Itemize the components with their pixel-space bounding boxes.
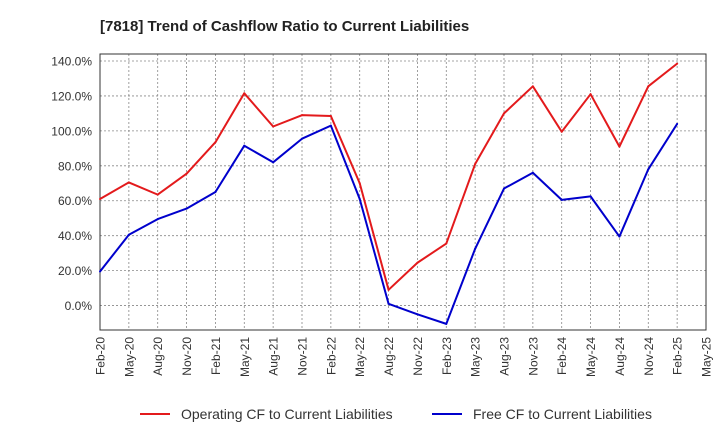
x-tick-label: Nov-20 <box>180 337 194 376</box>
grid <box>99 54 707 330</box>
data-point <box>560 130 563 133</box>
data-point <box>474 163 477 166</box>
data-point <box>156 193 159 196</box>
axes: 0.0% 20.0% 40.0% 60.0% 80.0% 100.0% 120.0% 140.… <box>51 53 714 377</box>
data-point <box>272 125 275 128</box>
x-tick-label: Aug-23 <box>498 337 512 376</box>
data-point <box>416 261 419 264</box>
legend-label: Operating CF to Current Liabilities <box>181 406 393 422</box>
data-point <box>127 233 130 236</box>
data-point <box>99 270 101 273</box>
chart-title: [7818] Trend of Cashflow Ratio to Curren… <box>100 18 469 35</box>
data-point <box>387 288 390 291</box>
data-point <box>416 313 419 316</box>
x-tick-label: May-22 <box>353 337 367 377</box>
data-point <box>676 122 679 125</box>
data-point <box>474 247 477 250</box>
y-tick-label: 140.0% <box>51 54 92 68</box>
x-tick-label: May-20 <box>122 337 136 377</box>
series-lines <box>99 62 679 325</box>
data-point <box>503 187 505 190</box>
data-point <box>445 242 448 245</box>
data-point <box>560 198 563 201</box>
x-tick-label: Aug-22 <box>382 337 396 376</box>
x-tick-label: Aug-24 <box>613 337 627 376</box>
y-tick-label: 80.0% <box>58 159 92 173</box>
x-tick-label: Aug-20 <box>151 337 165 376</box>
data-point <box>647 85 650 88</box>
data-point <box>301 114 303 117</box>
data-point <box>358 182 361 185</box>
data-point <box>127 181 130 184</box>
x-tick-label: Nov-23 <box>526 337 540 376</box>
data-point <box>618 235 621 238</box>
data-point <box>243 92 246 95</box>
x-tick-label: Nov-21 <box>296 337 310 376</box>
x-tick-label: May-23 <box>469 337 483 377</box>
x-tick-label: Aug-21 <box>267 337 281 376</box>
x-tick-label: May-25 <box>700 337 714 377</box>
y-tick-label: 120.0% <box>51 89 92 103</box>
data-point <box>531 85 534 88</box>
data-point <box>185 172 188 175</box>
y-tick-label: 0.0% <box>65 299 93 313</box>
x-tick-label: Nov-24 <box>642 337 656 376</box>
data-point <box>329 115 332 118</box>
data-point <box>272 161 275 164</box>
legend: Operating CF to Current Liabilities Free … <box>140 406 652 422</box>
data-point <box>387 302 390 305</box>
data-point <box>214 191 217 193</box>
x-tick-label: Feb-23 <box>440 337 454 375</box>
data-point <box>647 168 650 171</box>
x-tick-label: Feb-22 <box>324 337 338 375</box>
x-tick-label: Nov-22 <box>411 337 425 376</box>
data-point <box>301 137 303 140</box>
data-point <box>99 197 101 200</box>
data-point <box>445 322 448 325</box>
data-point <box>214 141 217 144</box>
data-point <box>358 197 361 200</box>
series-operating-cf <box>99 62 679 291</box>
x-tick-label: Feb-20 <box>94 337 108 375</box>
plot-frame <box>99 53 707 331</box>
data-point <box>185 207 188 210</box>
data-point <box>243 144 246 147</box>
y-tick-label: 60.0% <box>58 194 92 208</box>
x-tick-label: May-24 <box>584 337 598 377</box>
data-point <box>676 62 679 65</box>
x-tick-label: Feb-21 <box>209 337 223 375</box>
series-free-cf <box>99 122 679 325</box>
data-point <box>589 195 592 198</box>
x-tick-label: May-21 <box>238 337 252 377</box>
y-tick-label: 40.0% <box>58 229 92 243</box>
data-point <box>618 145 621 148</box>
y-tick-label: 20.0% <box>58 264 92 278</box>
x-tick-label: Feb-25 <box>671 337 685 375</box>
x-tick-label: Feb-24 <box>555 337 569 375</box>
y-tick-label: 100.0% <box>51 124 92 138</box>
data-point <box>589 93 592 96</box>
data-point <box>503 112 505 115</box>
data-point <box>329 124 332 127</box>
data-point <box>156 218 159 221</box>
legend-label: Free CF to Current Liabilities <box>473 406 652 422</box>
data-point <box>531 171 534 174</box>
